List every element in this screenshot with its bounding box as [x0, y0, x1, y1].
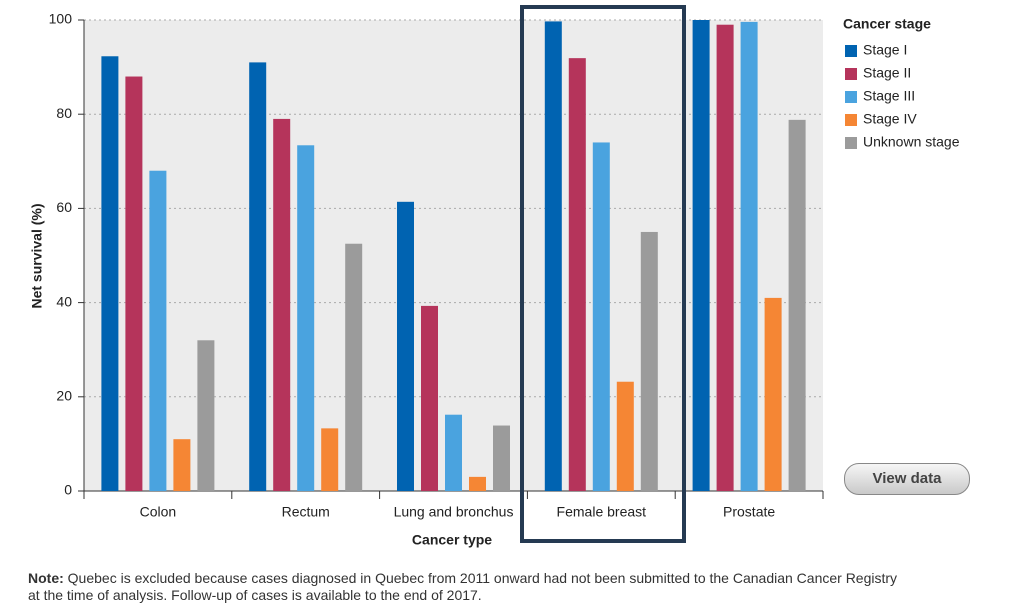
view-data-button[interactable]: View data: [844, 463, 970, 495]
legend-swatch: [845, 68, 857, 80]
y-tick-label: 0: [64, 482, 72, 498]
legend-title: Cancer stage: [843, 16, 931, 32]
bar: [297, 145, 315, 491]
x-axis-label: Cancer type: [412, 532, 492, 548]
legend-label: Stage III: [863, 88, 915, 104]
bar: [788, 119, 806, 492]
bar: [640, 231, 658, 491]
bar: [740, 21, 758, 491]
bar: [764, 297, 782, 491]
y-tick-label: 40: [56, 293, 72, 309]
legend-label: Stage I: [863, 42, 907, 58]
bar: [197, 340, 215, 491]
legend-swatch: [845, 114, 857, 126]
note-label: Note:: [28, 570, 64, 586]
bar: [616, 381, 634, 491]
y-tick-label: 100: [49, 11, 73, 27]
bar: [421, 305, 438, 491]
bar: [445, 414, 462, 491]
chart: Cancer type Net survival (%) Cancer stag…: [29, 5, 960, 548]
legend-swatch: [845, 45, 857, 57]
x-tick-label: Rectum: [282, 504, 330, 520]
bar: [568, 58, 586, 491]
note-line: Quebec is excluded because cases diagnos…: [67, 570, 898, 586]
x-tick-label: Lung and bronchus: [394, 504, 514, 520]
bar: [345, 243, 363, 491]
y-tick-label: 80: [56, 105, 72, 121]
x-tick-label: Colon: [140, 504, 177, 520]
legend-label: Stage IV: [863, 111, 917, 127]
bar: [173, 439, 191, 491]
bar: [544, 21, 562, 492]
x-tick-label: Female breast: [557, 504, 647, 520]
bar: [592, 142, 610, 491]
y-tick-label: 20: [56, 388, 72, 404]
bar: [249, 62, 267, 491]
legend-label: Stage II: [863, 65, 911, 81]
y-axis-label: Net survival (%): [29, 203, 45, 308]
bar: [397, 201, 414, 491]
bar: [692, 20, 710, 491]
x-tick-label: Prostate: [723, 504, 775, 520]
legend-label: Unknown stage: [863, 134, 960, 150]
bar: [101, 56, 119, 491]
bar: [149, 170, 167, 491]
bar: [125, 76, 143, 492]
bar: [321, 428, 339, 491]
note-line: at the time of analysis. Follow-up of ca…: [28, 587, 482, 603]
y-tick-label: 60: [56, 199, 72, 215]
note: Note: Quebec is excluded because cases d…: [28, 570, 897, 604]
bar: [716, 24, 734, 492]
bar: [493, 425, 510, 491]
legend-swatch: [845, 91, 857, 103]
highlight-box: [520, 5, 686, 543]
bar: [469, 476, 486, 491]
bar: [273, 118, 291, 491]
legend-swatch: [845, 137, 857, 149]
